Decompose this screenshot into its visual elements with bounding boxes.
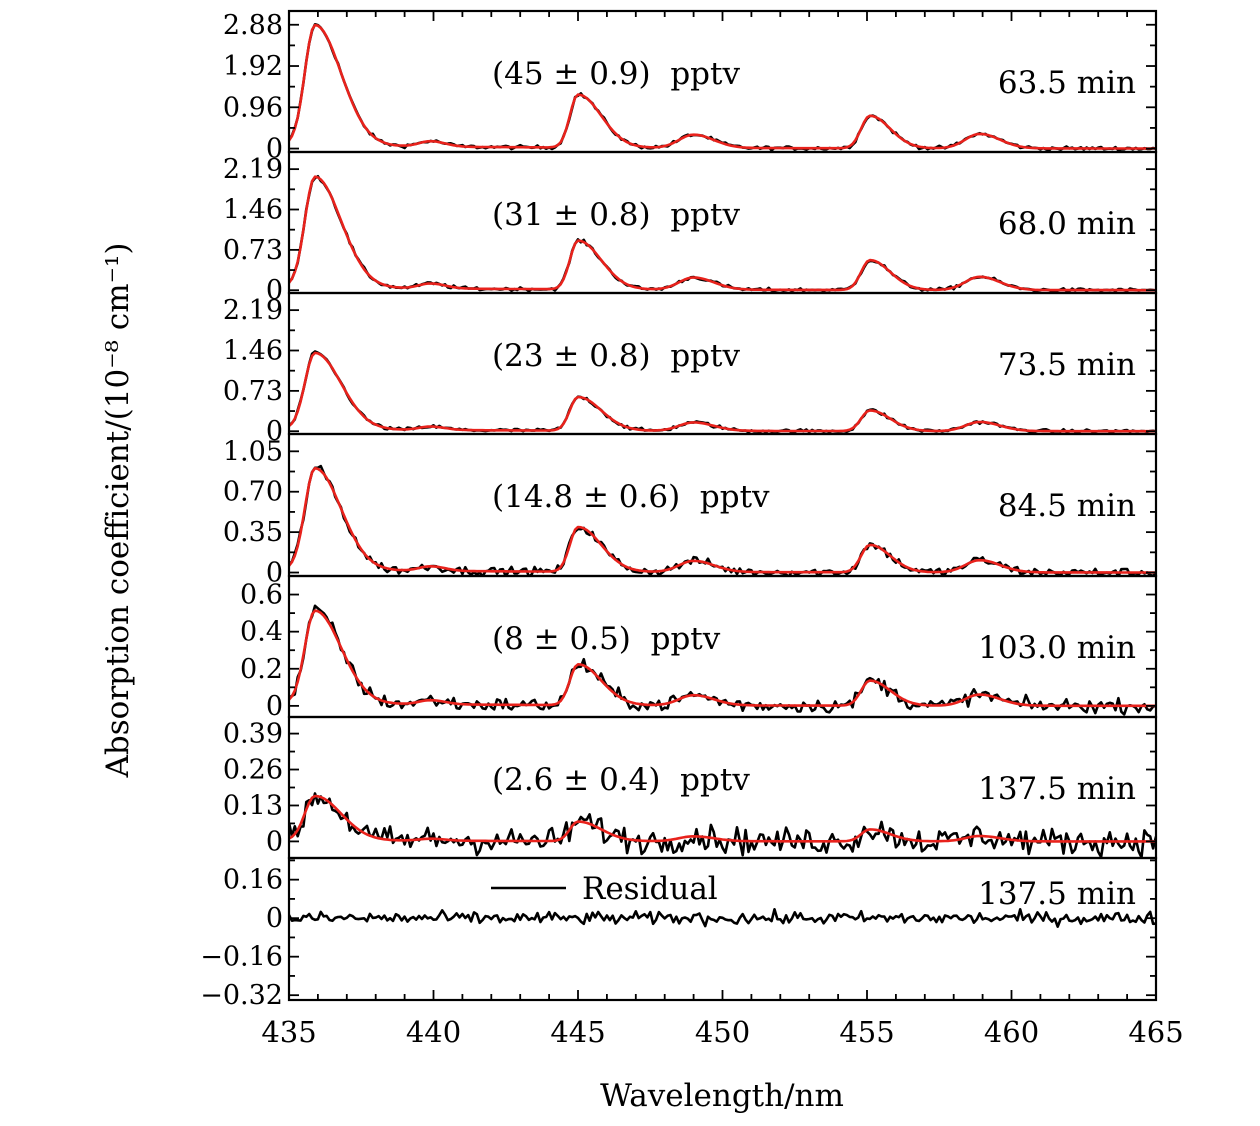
y-tick-label: 0.39 [223, 719, 283, 750]
x-tick-label: 435 [261, 1015, 316, 1049]
y-tick-label: 1.92 [223, 51, 283, 82]
y-tick-label: 0.26 [223, 755, 283, 786]
x-tick-label: 445 [550, 1015, 605, 1049]
y-tick-label: 0.2 [240, 654, 283, 685]
x-tick-label: 455 [839, 1015, 894, 1049]
y-tick-label: 0.70 [223, 477, 283, 508]
y-tick-label: 1.05 [223, 436, 283, 467]
time-label: 63.5 min [998, 65, 1136, 101]
y-tick-label: 1.46 [223, 336, 283, 367]
y-tick-label: 0 [266, 416, 283, 447]
concentration-label: (8 ± 0.5) pptv [492, 621, 721, 657]
y-tick-label: −0.32 [200, 980, 283, 1011]
time-label: 73.5 min [998, 347, 1136, 383]
panel-4: 0 0.35 0.70 1.05 (14.8 ± 0.6) pptv 84.5 min [223, 432, 1158, 589]
x-tick-label: 465 [1128, 1015, 1183, 1049]
y-tick-label: 0.73 [223, 376, 283, 407]
y-tick-label: 0 [266, 134, 283, 165]
x-axis-title: Wavelength/nm [600, 1078, 844, 1114]
time-label: 103.0 min [978, 630, 1136, 666]
y-tick-label: 0 [266, 691, 283, 722]
panel-3: 0 0.73 1.46 2.19 (23 ± 0.8) pptv 73.5 min [223, 291, 1158, 447]
y-tick-label: 0 [266, 275, 283, 306]
y-tick-label: 2.19 [223, 295, 283, 326]
y-axis-title: Absorption coefficient/(10⁻⁸ cm⁻¹) [100, 243, 136, 779]
measured-spectrum-line [289, 792, 1156, 858]
time-label: 137.5 min [978, 771, 1136, 807]
y-tick-label: 2.19 [223, 154, 283, 185]
y-tick-label: 0 [266, 558, 283, 589]
x-tick-label: 440 [406, 1015, 461, 1049]
y-tick-label: 0.73 [223, 235, 283, 266]
panel-6: 0 0.13 0.26 0.39 (2.6 ± 0.4) pptv 137.5 min [223, 715, 1158, 860]
panel-5: 0 0.2 0.4 0.6 (8 ± 0.5) pptv 103.0 min [240, 574, 1158, 722]
y-tick-label: 0 [266, 903, 283, 934]
concentration-label: (14.8 ± 0.6) pptv [492, 479, 770, 515]
time-label: 137.5 min [978, 876, 1136, 912]
time-label: 84.5 min [998, 488, 1136, 524]
panel-1: 0 0.96 1.92 2.88 (45 ± 0.9) pptv 63.5 min [223, 10, 1158, 165]
panel-7: 0.16 0 −0.16 −0.32 Residual 137.5 min [200, 856, 1158, 1011]
y-tick-label: 0.6 [240, 580, 283, 611]
y-tick-label: 0.4 [240, 617, 283, 648]
y-tick-label: 0.16 [223, 865, 283, 896]
fitted-spectrum-line [289, 23, 1156, 150]
y-tick-label: 1.46 [223, 195, 283, 226]
fitted-spectrum-line [289, 466, 1156, 574]
residual-legend-label: Residual [582, 871, 718, 907]
y-tick-label: 0 [266, 826, 283, 857]
fitted-spectrum-line [289, 175, 1156, 292]
y-tick-label: −0.16 [200, 942, 283, 973]
panel-stack: 0 0.96 1.92 2.88 (45 ± 0.9) pptv 63.5 min 0 0.7… [200, 10, 1158, 1011]
concentration-label: (31 ± 0.8) pptv [492, 197, 740, 233]
fitted-spectrum-line [289, 351, 1156, 433]
concentration-label: (45 ± 0.9) pptv [492, 56, 740, 92]
measured-spectrum-line [289, 907, 1156, 929]
time-label: 68.0 min [998, 206, 1136, 242]
fitted-spectrum-line [289, 794, 1156, 843]
y-tick-label: 0.35 [223, 517, 283, 548]
y-tick-label: 0.13 [223, 790, 283, 821]
concentration-label: (23 ± 0.8) pptv [492, 338, 740, 374]
x-axis: 435 440 445 450 455 460 465 [261, 11, 1184, 1049]
panel-2: 0 0.73 1.46 2.19 (31 ± 0.8) pptv 68.0 min [223, 150, 1158, 306]
x-tick-label: 460 [984, 1015, 1039, 1049]
y-tick-label: 2.88 [223, 10, 283, 41]
y-tick-label: 0.96 [223, 92, 283, 123]
concentration-label: (2.6 ± 0.4) pptv [492, 762, 750, 798]
x-tick-label: 450 [695, 1015, 750, 1049]
fitted-spectrum-line [289, 609, 1156, 708]
